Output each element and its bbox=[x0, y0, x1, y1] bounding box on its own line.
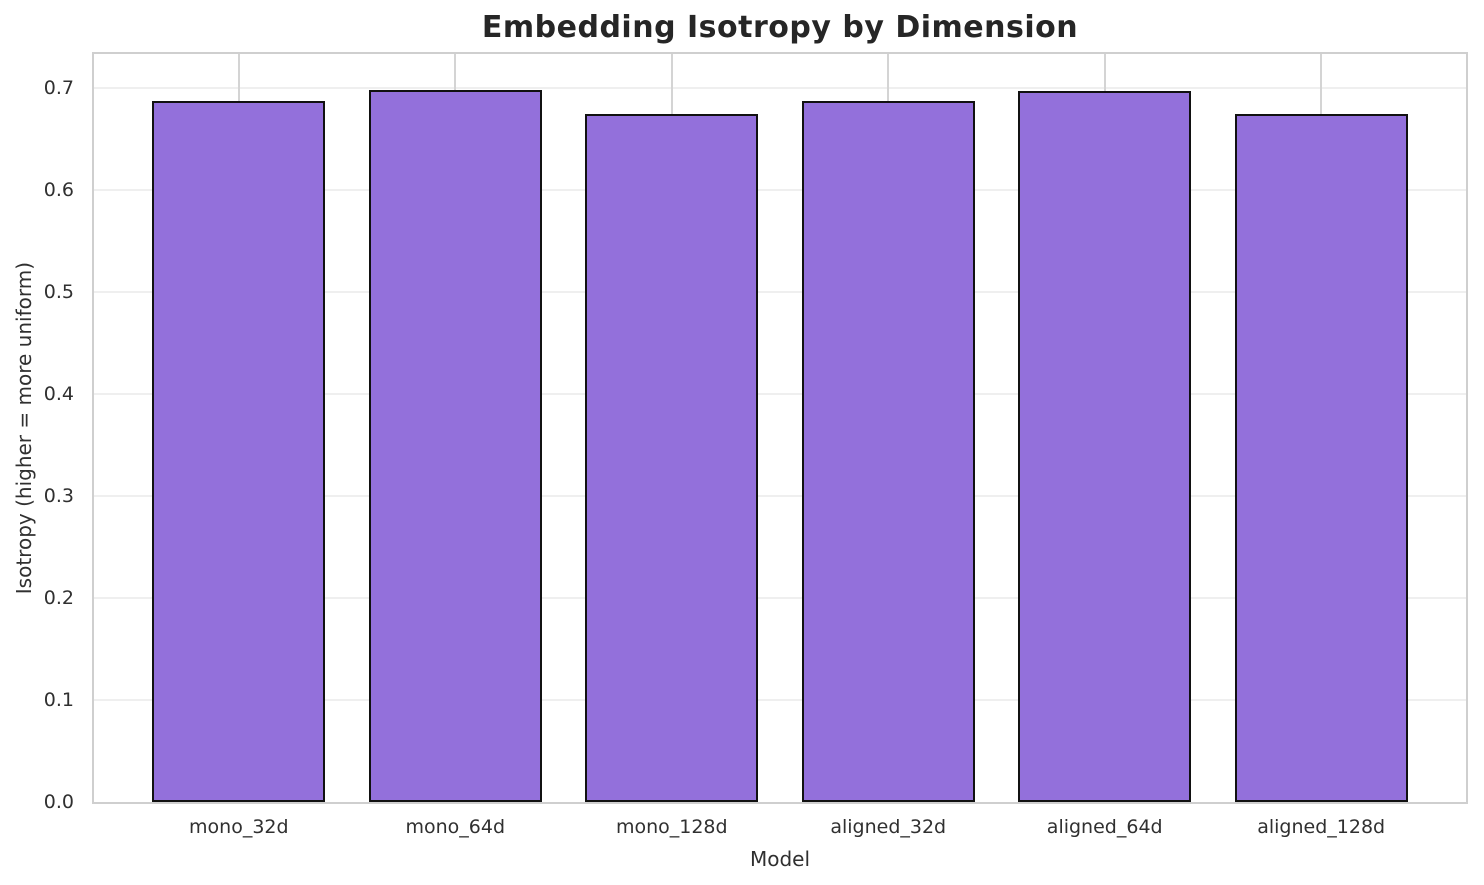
x-tick-area: mono_32d mono_64d mono_128d aligned_32d alig… bbox=[94, 815, 1466, 843]
bar-aligned_32d bbox=[801, 100, 975, 802]
x-axis-label: Model bbox=[749, 847, 811, 871]
y-tick-label-0.7: 0.7 bbox=[43, 76, 74, 99]
x-tick-label-aligned_64d: aligned_64d bbox=[1046, 816, 1163, 838]
bar-aligned_64d bbox=[1018, 90, 1192, 802]
y-tick-label-0.0: 0.0 bbox=[43, 791, 74, 813]
y-tick-label-0.2: 0.2 bbox=[43, 586, 74, 609]
x-tick-label-mono_64d: mono_64d bbox=[405, 816, 506, 838]
x-tick-label-aligned_32d: aligned_32d bbox=[830, 816, 947, 838]
h-gridline-0.4 bbox=[94, 392, 1466, 395]
h-gridline-0.3 bbox=[94, 494, 1466, 497]
y-tick-label-0.6: 0.6 bbox=[43, 178, 74, 201]
h-gridline-0.6 bbox=[94, 188, 1466, 191]
x-tick-label-aligned_128d: aligned_128d bbox=[1257, 816, 1386, 838]
bar-mono_32d bbox=[152, 100, 326, 802]
h-gridline-0.1 bbox=[94, 698, 1466, 701]
bar-aligned_128d bbox=[1234, 114, 1408, 802]
h-gridline-0.7 bbox=[94, 86, 1466, 89]
y-tick-label-0.3: 0.3 bbox=[43, 484, 74, 507]
x-tick-label-mono_32d: mono_32d bbox=[189, 816, 289, 838]
y-tick-label-0.4: 0.4 bbox=[43, 382, 74, 405]
y-tick-label-0.5: 0.5 bbox=[43, 280, 74, 303]
y-tick-area: 0.0 0.1 0.2 0.3 0.4 0.5 0.6 0.7 bbox=[0, 52, 84, 813]
y-tick-label-0.1: 0.1 bbox=[43, 688, 74, 711]
bar-mono_64d bbox=[368, 89, 542, 802]
chart-title: Embedding Isotropy by Dimension bbox=[481, 10, 1079, 45]
h-gridline-0.2 bbox=[94, 596, 1466, 599]
bar-mono_128d bbox=[585, 114, 759, 802]
plot-area bbox=[92, 52, 1468, 804]
h-gridline-0.5 bbox=[94, 290, 1466, 293]
x-tick-label-mono_128d: mono_128d bbox=[615, 816, 728, 838]
